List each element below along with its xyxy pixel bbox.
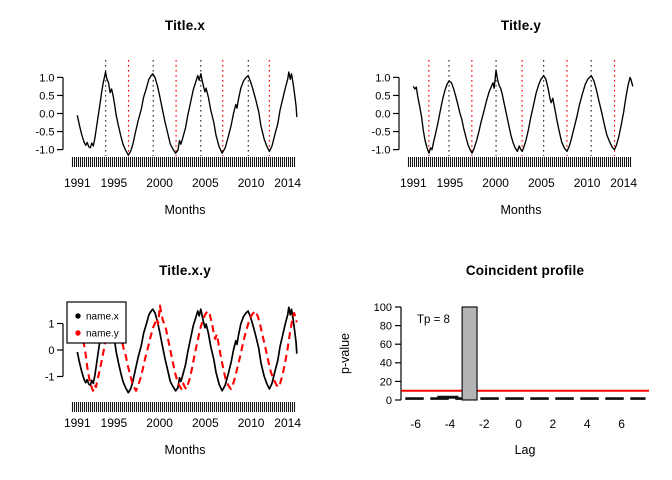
x-tick-label: 2000 (482, 176, 509, 190)
y-tick-label: -1.0 (372, 145, 391, 157)
series-line-name.y (412, 69, 634, 154)
p-value-bar (461, 306, 478, 401)
panel-title: Coincident profile (465, 263, 585, 278)
y-tick-label: -0.5 (36, 126, 55, 138)
x-tick-label: 2000 (146, 416, 173, 430)
y-axis: 1.0 0.5 0.0 -0.5 -1.0 (372, 72, 400, 157)
x-tick-label: 2014 (610, 176, 637, 190)
y-axis: 0 20 40 60 80 100 (374, 302, 402, 407)
x-tick-label: -6 (410, 417, 421, 431)
panel-title-xy: 1 0 -1 1991 1995 2000 2005 2010 2014 name.x name.y… (0, 240, 336, 480)
y-tick-label: 100 (374, 302, 392, 314)
title-xy-chart: 1 0 -1 1991 1995 2000 2005 2010 2014 name.x name.y (45, 301, 301, 430)
x-axis-title: Months (500, 203, 542, 217)
series-line-name.x (76, 71, 298, 156)
y-tick-label: 0.0 (375, 108, 390, 120)
x-tick-label: 2005 (192, 176, 219, 190)
y-tick-label: 1.0 (39, 72, 54, 84)
x-tick-label: 6 (618, 417, 625, 431)
x-tick-label: 1995 (437, 176, 464, 190)
panel-title: Title.x.y (159, 263, 211, 278)
panel-title: Title.y (500, 18, 542, 33)
x-tick-label: 1991 (400, 176, 427, 190)
x-tick-label: 1991 (64, 176, 91, 190)
monthly-rug-axis (71, 157, 296, 167)
title-y-chart: 1.0 0.5 0.0 -0.5 -1.0 1991 1995 2000 2005 2010 201… (372, 60, 637, 190)
legend-label: name.x (86, 312, 119, 323)
x-tick-label: -2 (479, 417, 490, 431)
x-axis-title: Lag (514, 443, 536, 457)
title-x-chart: 1.0 0.5 0.0 -0.5 -1.0 1991 1995 2000 2005 2010 201… (36, 60, 301, 190)
x-tick-label: 4 (584, 417, 591, 431)
panel-title-x: 1.0 0.5 0.0 -0.5 -1.0 1991 1995 2000 2005 2010 201… (0, 0, 336, 240)
x-tick-label: 2014 (274, 416, 301, 430)
x-tick-label: 0 (515, 417, 522, 431)
y-tick-label: 40 (380, 358, 392, 370)
x-tick-label: 2000 (146, 176, 173, 190)
x-tick-label: -4 (445, 417, 456, 431)
x-tick-label: 2014 (274, 176, 301, 190)
panel-title-y: 1.0 0.5 0.0 -0.5 -1.0 1991 1995 2000 2005 2010 201… (336, 0, 672, 240)
coincident-profile-chart: 0 20 40 60 80 100 p-value -6 -4 -2 0 2 4 6 Tp = 8 (338, 302, 649, 431)
x-tick-label: 2005 (528, 176, 555, 190)
y-tick-label: 60 (380, 339, 392, 351)
legend-label: name.y (86, 329, 119, 340)
tp-annotation: Tp = 8 (417, 314, 450, 326)
y-tick-label: -1 (45, 371, 55, 383)
x-tick-label: 1995 (101, 176, 128, 190)
legend-marker-name.x (75, 313, 81, 319)
x-tick-label: 2010 (574, 176, 601, 190)
y-axis: 1.0 0.5 0.0 -0.5 -1.0 (36, 72, 64, 157)
legend-marker-name.y (75, 330, 81, 336)
legend: name.x name.y (66, 301, 127, 344)
x-tick-label: 2 (550, 417, 557, 431)
y-tick-label: 0.5 (375, 90, 390, 102)
x-tick-label: 1991 (64, 416, 91, 430)
x-tick-label: 2010 (238, 416, 265, 430)
y-tick-label: -0.5 (372, 126, 391, 138)
panel-title: Title.x (164, 18, 206, 33)
y-tick-label: 0 (48, 345, 54, 357)
y-tick-label: 0 (386, 395, 392, 407)
x-axis-title: Months (164, 203, 206, 217)
monthly-rug-axis (71, 402, 296, 412)
y-tick-label: 1.0 (375, 72, 390, 84)
panel-coincident-profile: 0 20 40 60 80 100 p-value -6 -4 -2 0 2 4 6 Tp = 8 Coin… (336, 240, 672, 480)
x-tick-label: 2010 (238, 176, 265, 190)
y-tick-label: 20 (380, 376, 392, 388)
x-axis-title: Months (164, 443, 206, 457)
x-tick-label: 1995 (101, 416, 128, 430)
y-tick-label: 0.0 (39, 108, 54, 120)
y-tick-label: 0.5 (39, 90, 54, 102)
y-tick-label: -1.0 (36, 145, 55, 157)
y-tick-label: 80 (380, 321, 392, 333)
monthly-rug-axis (407, 157, 632, 167)
x-tick-label: 2005 (192, 416, 219, 430)
y-axis-title: p-value (338, 333, 352, 374)
y-axis: 1 0 -1 (45, 318, 64, 383)
y-tick-label: 1 (48, 318, 54, 330)
